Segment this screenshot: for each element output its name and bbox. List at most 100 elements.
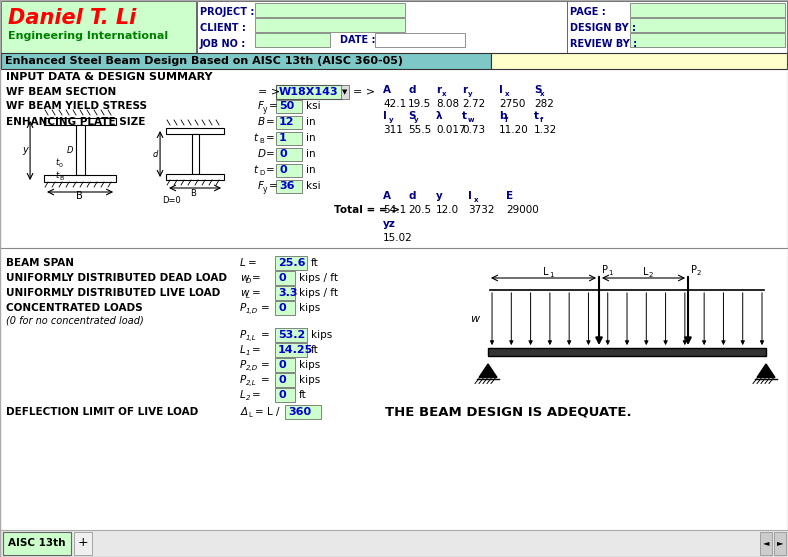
Text: 2: 2 (697, 270, 701, 276)
Text: 12: 12 (279, 117, 295, 127)
Text: y: y (389, 117, 394, 123)
Text: 12.0: 12.0 (436, 205, 459, 215)
Text: S: S (408, 111, 415, 121)
Text: 20.5: 20.5 (408, 205, 431, 215)
Bar (276, 180, 302, 193)
Text: 53.2: 53.2 (278, 330, 305, 340)
Bar (491, 53, 787, 69)
Text: L: L (643, 267, 649, 277)
Text: in: in (306, 117, 316, 127)
Text: D: D (258, 149, 266, 159)
Text: D=0: D=0 (162, 196, 180, 204)
Text: ENHANCING PLATE SIZE: ENHANCING PLATE SIZE (6, 117, 146, 127)
Bar (0, 530, 788, 557)
Text: B: B (259, 138, 264, 144)
Text: L: L (240, 390, 246, 400)
Text: x: x (474, 197, 478, 203)
Text: =: = (247, 258, 256, 268)
Text: P: P (691, 265, 697, 275)
Text: 3.3: 3.3 (278, 288, 298, 298)
Bar (275, 388, 295, 402)
Text: 2.72: 2.72 (462, 99, 485, 109)
Text: r: r (462, 85, 467, 95)
Text: D: D (259, 170, 264, 176)
Text: r: r (436, 85, 441, 95)
Bar (275, 373, 295, 387)
Text: 0: 0 (278, 303, 286, 313)
Text: BEAM SPAN: BEAM SPAN (6, 258, 74, 268)
Text: x: x (442, 91, 447, 97)
Text: W18X143: W18X143 (279, 87, 339, 97)
Text: CONCENTRATED LOADS: CONCENTRATED LOADS (6, 303, 143, 313)
Text: =: = (266, 165, 275, 175)
Bar (275, 271, 295, 285)
Text: 11.20: 11.20 (499, 125, 529, 135)
Text: yz: yz (383, 219, 396, 229)
Text: t: t (253, 133, 257, 143)
Bar (341, 85, 349, 99)
Text: 2: 2 (649, 272, 653, 278)
Text: DEFLECTION LIMIT OF LIVE LOAD: DEFLECTION LIMIT OF LIVE LOAD (6, 407, 199, 417)
Text: B: B (258, 117, 266, 127)
Text: y: y (263, 184, 268, 193)
Bar (630, 33, 785, 47)
Text: λ: λ (436, 111, 443, 121)
Bar (630, 18, 785, 32)
Bar (630, 3, 785, 17)
Text: P: P (240, 303, 247, 313)
Bar (275, 256, 307, 270)
Polygon shape (479, 364, 497, 378)
Text: =: = (252, 288, 261, 298)
Text: P: P (240, 330, 247, 340)
Text: E: E (506, 191, 513, 201)
Text: 54.1: 54.1 (383, 205, 407, 215)
Text: kips: kips (311, 330, 333, 340)
Text: 2750: 2750 (499, 99, 526, 109)
Bar (255, 3, 405, 17)
Bar (375, 33, 465, 47)
Text: ►: ► (777, 539, 783, 548)
Text: DESIGN BY :: DESIGN BY : (570, 23, 636, 33)
Text: B: B (76, 191, 83, 201)
Bar (760, 532, 772, 555)
Polygon shape (757, 364, 775, 378)
Bar (276, 164, 302, 177)
Text: d: d (153, 149, 158, 159)
Text: AISC 13th: AISC 13th (9, 538, 66, 548)
Text: D: D (246, 278, 251, 284)
Bar (276, 148, 302, 161)
Text: D: D (67, 145, 73, 154)
Text: 2,L: 2,L (246, 380, 256, 386)
Bar (774, 532, 786, 555)
Text: 3732: 3732 (468, 205, 495, 215)
Text: t: t (55, 170, 58, 179)
Text: 1,D: 1,D (246, 308, 258, 314)
Bar (567, 1, 787, 53)
Text: = >: = > (258, 87, 281, 97)
Text: y: y (263, 105, 268, 114)
Text: DATE :: DATE : (340, 35, 376, 45)
Text: kips / ft: kips / ft (299, 273, 338, 283)
Text: 1: 1 (549, 272, 553, 278)
Text: =: = (252, 390, 261, 400)
Bar (276, 85, 342, 99)
Text: =: = (266, 149, 275, 159)
Text: P: P (240, 375, 247, 385)
Text: =: = (252, 273, 261, 283)
Text: w: w (468, 117, 474, 123)
Text: w: w (240, 288, 248, 298)
Text: ft: ft (299, 390, 307, 400)
Bar (76, 125, 85, 175)
Text: =: = (269, 181, 278, 191)
Text: y: y (22, 145, 28, 155)
Bar (1, 53, 491, 69)
Text: B: B (59, 175, 63, 180)
Bar (285, 405, 321, 419)
Text: WF BEAM YIELD STRESS: WF BEAM YIELD STRESS (6, 101, 147, 111)
Text: I: I (468, 191, 472, 201)
Text: L: L (543, 267, 548, 277)
Text: 36: 36 (279, 181, 295, 191)
Text: 2: 2 (246, 395, 250, 401)
Text: ▼: ▼ (342, 89, 348, 95)
Text: =: = (261, 303, 269, 313)
